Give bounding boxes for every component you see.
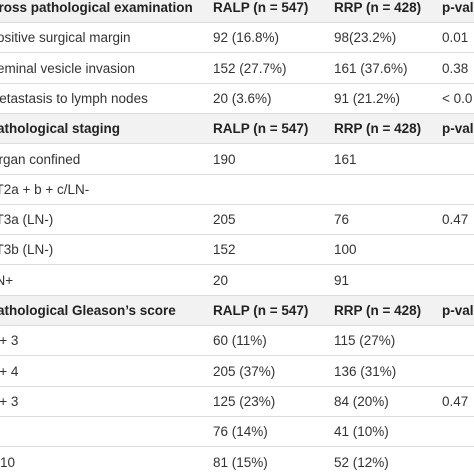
table-row: pT3b (LN-) 152 100 (0, 235, 474, 266)
table-header-row: Pathological staging RALP (n = 547) RRP (n… (0, 114, 474, 145)
table-row: Seminal vesicle invasion 152 (27.7%) 161 (… (0, 53, 474, 84)
p-value-cell: 0.01 (442, 30, 469, 46)
rrp-cell: 91 (334, 272, 350, 288)
ralp-cell: 20 (3.6%) (213, 90, 272, 106)
header-rrp-cell: RRP (n = 428) (334, 121, 422, 137)
rrp-cell: 91 (21.2%) (334, 90, 401, 106)
p-value-cell (442, 235, 474, 265)
header-row-label-cell: Gross pathological examination (0, 0, 193, 15)
p-value-cell (442, 357, 474, 387)
row-label-cell: 9-10 (0, 454, 16, 470)
p-value-cell: 0.47 (442, 212, 469, 228)
p-value-cell (442, 175, 474, 205)
table-row: 4 + 3 125 (23%) 84 (20%) 0.47 (0, 386, 474, 417)
rrp-cell: 100 (334, 242, 357, 258)
rrp-cell: 76 (334, 212, 350, 228)
table-row: 3 + 4 205 (37%) 136 (31%) (0, 356, 474, 387)
p-value-cell: 0.47 (442, 393, 469, 409)
header-p-value-cell: p-value (442, 0, 474, 15)
p-value-cell (442, 266, 474, 296)
row-label-cell: 3 + 3 (0, 333, 19, 349)
table-header-row: Gross pathological examination RALP (n = … (0, 0, 474, 23)
table-row: pT3a (LN-) 205 76 0.47 (0, 205, 474, 236)
header-ralp-cell: RALP (n = 547) (213, 303, 309, 318)
p-value-cell (442, 417, 474, 447)
table-row: Metastasis to lymph nodes 20 (3.6%) 91 (21… (0, 83, 474, 114)
rrp-cell: 84 (20%) (334, 393, 389, 409)
ralp-cell (213, 175, 331, 205)
rrp-cell: 52 (12%) (334, 454, 389, 470)
header-p-value-cell: p-value (442, 121, 474, 137)
table-row: 8 76 (14%) 41 (10%) (0, 417, 474, 448)
ralp-cell: 81 (15%) (213, 454, 268, 470)
row-label-cell: pT3b (LN-) (0, 242, 54, 258)
header-ralp-cell: RALP (n = 547) (213, 121, 309, 137)
header-rrp-cell: RRP (n = 428) (334, 303, 422, 318)
row-label-cell: 8 (0, 417, 206, 447)
header-ralp-cell: RALP (n = 547) (213, 0, 309, 15)
ralp-cell: 205 (37%) (213, 363, 276, 379)
p-value-cell (442, 448, 474, 474)
row-label-cell: Positive surgical margin (0, 30, 131, 46)
ralp-cell: 20 (213, 272, 229, 288)
row-label-cell: pT2a + b + c/LN- (0, 181, 90, 197)
table-header-row: Pathological Gleason’s score RALP (n = 54… (0, 296, 474, 326)
row-label-cell: 4 + 3 (0, 393, 19, 409)
ralp-cell: 190 (213, 151, 236, 167)
table-row: Positive surgical margin 92 (16.8%) 98(23.… (0, 23, 474, 54)
row-label-cell: 3 + 4 (0, 363, 19, 379)
table-row: LN+ 20 91 (0, 265, 474, 296)
ralp-cell: 152 (213, 242, 236, 258)
rrp-cell: 136 (31%) (334, 363, 397, 379)
row-label-cell: Metastasis to lymph nodes (0, 90, 148, 106)
ralp-cell: 152 (27.7%) (213, 60, 287, 76)
header-row-label-cell: Pathological staging (0, 121, 121, 137)
rrp-cell: 41 (10%) (334, 424, 389, 440)
rrp-cell: 161 (37.6%) (334, 60, 408, 76)
rrp-cell (334, 175, 438, 205)
row-label-cell: LN+ (0, 272, 14, 288)
rrp-cell: 98(23.2%) (334, 30, 397, 46)
rrp-cell: 115 (27%) (334, 333, 396, 349)
table-row: 3 + 3 60 (11%) 115 (27%) (0, 326, 474, 357)
row-label-cell: Organ confined (0, 151, 81, 167)
ralp-cell: 60 (11%) (213, 333, 267, 349)
rrp-cell: 161 (334, 151, 357, 167)
table-row: Organ confined 190 161 (0, 144, 474, 175)
table-row: pT2a + b + c/LN- (0, 174, 474, 205)
header-row-label-cell: Pathological Gleason’s score (0, 303, 176, 318)
ralp-cell: 125 (23%) (213, 393, 276, 409)
row-label-cell: Seminal vesicle invasion (0, 60, 136, 76)
p-value-cell: < 0.0 (442, 90, 473, 106)
header-p-value-cell: p-value (442, 303, 474, 318)
p-value-cell (442, 145, 474, 175)
ralp-cell: 205 (213, 212, 236, 228)
table-row: 9-10 81 (15%) 52 (12%) (0, 447, 474, 474)
header-rrp-cell: RRP (n = 428) (334, 0, 422, 15)
ralp-cell: 76 (14%) (213, 424, 268, 440)
p-value-cell (442, 326, 474, 356)
ralp-cell: 92 (16.8%) (213, 30, 280, 46)
p-value-cell: 0.38 (442, 60, 469, 76)
row-label-cell: pT3a (LN-) (0, 212, 54, 228)
